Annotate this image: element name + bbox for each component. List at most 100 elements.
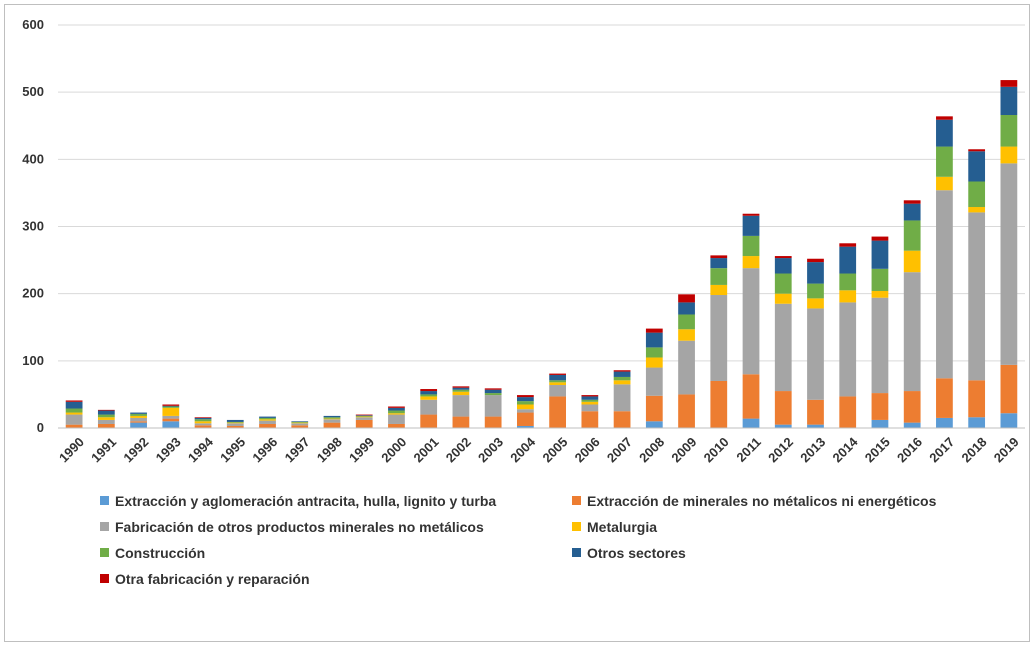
bar-segment-1996-s1 (259, 423, 276, 428)
bar-segment-1998-s5 (323, 415, 341, 418)
bar-segment-2003-s6 (484, 388, 502, 390)
bar-segment-2008-s3 (645, 357, 663, 368)
x-tick-label: 2015 (862, 434, 893, 465)
bar-segment-1995-s5 (226, 419, 244, 422)
y-axis: 0 100 200 300 400 500 600 (22, 17, 44, 435)
bar-segment-1992-s5 (130, 412, 147, 414)
bar-segment-2008-s2 (645, 367, 663, 396)
bar-segment-2015-s5 (871, 240, 889, 269)
bar-segment-2015-s2 (871, 297, 889, 394)
bar-segment-1992-s0 (130, 422, 147, 428)
bar-segment-2016-s1 (903, 391, 921, 423)
x-tick-label: 1995 (217, 434, 248, 465)
bar-segment-2000-s2 (388, 414, 405, 424)
bar-segment-2010-s1 (710, 380, 728, 428)
bar-segment-2011-s2 (742, 268, 760, 375)
bar-segment-2000-s4 (388, 410, 405, 414)
bar-segment-2003-s4 (484, 393, 502, 396)
bar-segment-1994-s5 (194, 417, 212, 420)
bar-segment-2006-s4 (581, 399, 599, 402)
bar-segment-2009-s4 (678, 314, 695, 330)
x-tick-label: 2004 (507, 434, 539, 466)
bar-segment-2014-s2 (839, 302, 857, 397)
legend-swatch (100, 496, 109, 505)
bar-segment-2006-s2 (581, 404, 599, 412)
bar-segment-2018-s0 (968, 417, 986, 428)
bar-segment-1999-s1 (355, 419, 373, 428)
bar-segment-1991-s3 (97, 417, 115, 420)
bar-segment-2015-s3 (871, 290, 889, 298)
legend-label: Fabricación de otros productos minerales… (115, 519, 484, 535)
bar-segment-2001-s6 (420, 389, 438, 392)
bars (65, 80, 1018, 428)
legend-item: Metalurgia (572, 519, 657, 535)
bar-segment-1991-s6 (97, 409, 115, 411)
bar-segment-2015-s4 (871, 268, 889, 291)
bar-segment-2015-s6 (871, 236, 889, 241)
bar-segment-1998-s1 (323, 422, 341, 428)
x-tick-label: 2010 (701, 434, 732, 465)
bar-segment-2005-s4 (549, 380, 566, 383)
bar-segment-1995-s2 (226, 423, 244, 426)
bar-segment-1998-s2 (323, 419, 341, 423)
legend-label: Extracción y aglomeración antracita, hul… (115, 493, 497, 509)
bar-segment-2013-s2 (807, 308, 824, 400)
bar-segment-2009-s3 (678, 329, 695, 341)
bar-segment-2007-s3 (613, 380, 631, 385)
bar-segment-1995-s4 (226, 421, 244, 423)
y-tick-label: 600 (22, 17, 44, 32)
bar-segment-1990-s4 (65, 408, 83, 413)
bar-segment-1990-s2 (65, 414, 83, 425)
x-tick-label: 1992 (120, 434, 151, 465)
bar-segment-2016-s3 (903, 250, 921, 273)
bar-segment-2019-s6 (1000, 80, 1018, 87)
bar-segment-2012-s3 (774, 293, 792, 304)
bar-segment-2000-s1 (388, 423, 405, 428)
bar-segment-1991-s5 (97, 410, 115, 415)
bar-segment-2006-s5 (581, 396, 599, 400)
bar-segment-2004-s0 (517, 425, 534, 428)
bar-segment-1992-s1 (130, 421, 147, 423)
bar-segment-2000-s6 (388, 406, 405, 408)
x-tick-label: 2003 (475, 434, 506, 465)
bar-segment-1999-s6 (355, 414, 373, 416)
y-tick-label: 200 (22, 286, 44, 301)
bar-segment-2012-s6 (774, 256, 792, 259)
bar-segment-2016-s6 (903, 200, 921, 204)
bar-segment-1996-s5 (259, 416, 276, 418)
bar-segment-1994-s1 (194, 425, 212, 428)
bar-segment-1993-s3 (162, 407, 180, 416)
bar-segment-2014-s6 (839, 243, 857, 247)
legend-swatch (100, 548, 109, 557)
x-tick-label: 2009 (668, 434, 699, 465)
bar-segment-2016-s2 (903, 272, 921, 392)
bar-segment-2002-s1 (452, 416, 470, 428)
bar-segment-2019-s3 (1000, 146, 1018, 164)
bar-segment-2013-s5 (807, 262, 824, 284)
bar-segment-1994-s2 (194, 423, 212, 426)
bar-segment-1990-s5 (65, 401, 83, 409)
x-tick-label: 2013 (797, 434, 828, 465)
bar-segment-2006-s6 (581, 395, 599, 397)
bar-segment-2000-s5 (388, 407, 405, 411)
x-tick-label: 2011 (733, 434, 764, 465)
bar-segment-1993-s0 (162, 421, 180, 428)
bar-segment-1998-s3 (323, 418, 341, 420)
bar-segment-1991-s2 (97, 419, 115, 424)
bar-segment-1999-s4 (355, 415, 373, 417)
bar-segment-2002-s6 (452, 386, 470, 388)
bar-segment-2019-s5 (1000, 86, 1018, 116)
legend-swatch (100, 574, 109, 583)
bar-segment-2005-s3 (549, 382, 566, 386)
bar-segment-1999-s5 (355, 415, 373, 416)
bar-segment-2002-s2 (452, 395, 470, 417)
bar-segment-2004-s2 (517, 409, 534, 413)
bar-segment-2017-s4 (936, 146, 953, 177)
bar-segment-2009-s2 (678, 340, 695, 395)
bar-segment-2016-s0 (903, 422, 921, 428)
bar-segment-1996-s2 (259, 420, 276, 424)
bar-segment-1990-s6 (65, 400, 83, 402)
x-tick-label: 2016 (894, 434, 925, 465)
bar-segment-2004-s6 (517, 395, 534, 398)
bar-segment-1995-s3 (226, 422, 244, 424)
